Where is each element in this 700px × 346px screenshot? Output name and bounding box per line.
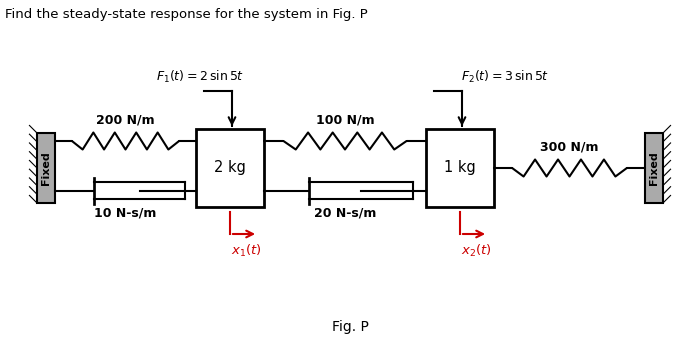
- Text: 300 N/m: 300 N/m: [540, 141, 598, 154]
- Bar: [426, 129, 494, 207]
- Bar: [37, 133, 55, 203]
- Text: $x_1(t)$: $x_1(t)$: [232, 243, 262, 259]
- Text: 10 N-s/m: 10 N-s/m: [94, 207, 157, 220]
- Text: Fixed: Fixed: [41, 151, 51, 185]
- Text: $x_2(t)$: $x_2(t)$: [461, 243, 492, 259]
- Text: Fig. P: Fig. P: [332, 320, 368, 334]
- Text: $F_2(t) = 3\,\sin 5t$: $F_2(t) = 3\,\sin 5t$: [461, 69, 549, 85]
- Text: 2 kg: 2 kg: [214, 161, 246, 175]
- Text: Find the steady-state response for the system in Fig. P: Find the steady-state response for the s…: [5, 8, 368, 21]
- Bar: [645, 133, 663, 203]
- Text: 20 N-s/m: 20 N-s/m: [314, 207, 376, 220]
- Text: 200 N/m: 200 N/m: [96, 114, 155, 127]
- Text: $F_1(t) = 2\,\sin 5t$: $F_1(t) = 2\,\sin 5t$: [156, 69, 244, 85]
- Text: Fixed: Fixed: [649, 151, 659, 185]
- Text: 100 N/m: 100 N/m: [316, 114, 374, 127]
- Text: 1 kg: 1 kg: [444, 161, 476, 175]
- Bar: [196, 129, 264, 207]
